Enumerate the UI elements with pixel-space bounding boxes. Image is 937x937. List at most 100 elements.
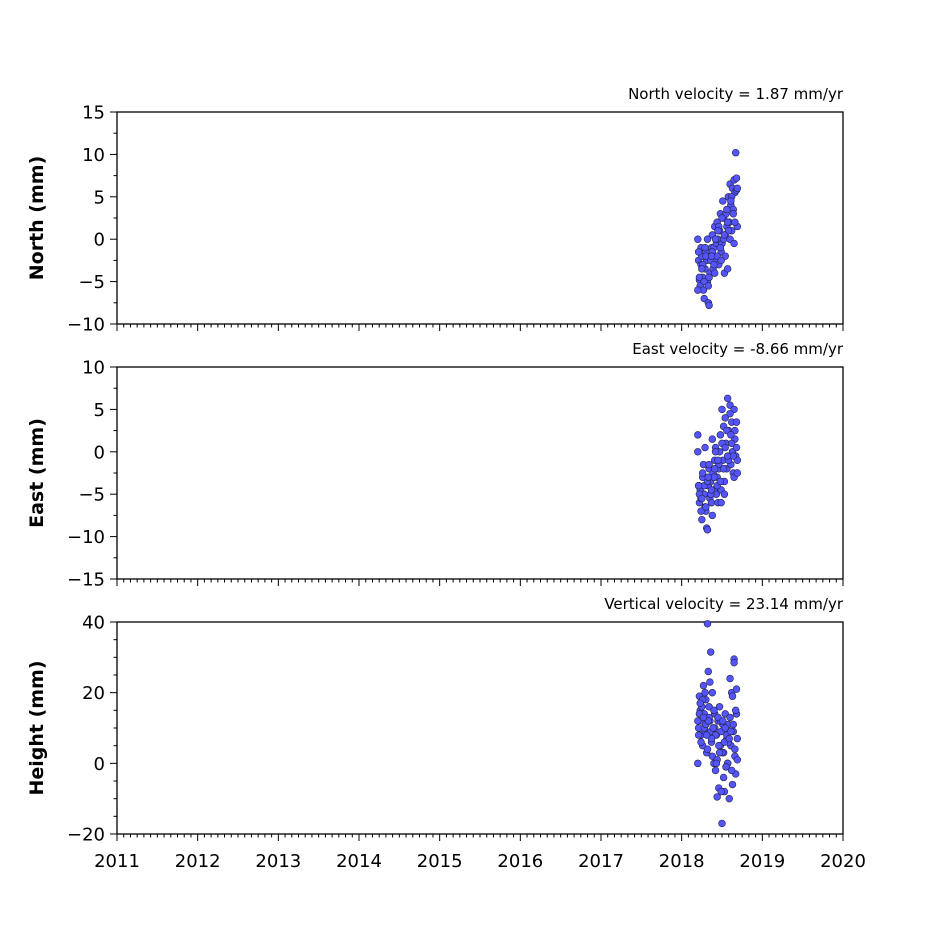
data-point	[732, 174, 741, 182]
data-point	[732, 443, 741, 452]
data-point	[719, 773, 728, 782]
data-point	[713, 793, 721, 801]
data-point	[707, 648, 715, 656]
data-point	[726, 713, 734, 722]
data-point	[711, 448, 720, 456]
data-point	[733, 184, 742, 193]
y-tick-label: −10	[67, 527, 105, 548]
data-point	[703, 620, 712, 628]
x-tick-label: 2020	[820, 851, 866, 872]
data-point	[694, 448, 702, 456]
data-point	[708, 435, 717, 443]
height-axis-label: Height (mm)	[26, 660, 48, 795]
plot-frame	[116, 111, 844, 325]
data-point	[705, 460, 713, 469]
data-point	[709, 724, 717, 732]
data-point	[711, 235, 720, 243]
data-point	[716, 431, 725, 439]
data-point	[727, 439, 736, 448]
north-velocity-label: North velocity = 1.87 mm/yr	[628, 85, 844, 103]
data-point	[694, 248, 703, 256]
data-point	[719, 197, 727, 205]
data-point	[694, 431, 702, 439]
data-point	[728, 780, 737, 789]
data-point	[698, 515, 706, 524]
data-point	[732, 149, 740, 157]
data-point	[718, 405, 726, 414]
y-tick-label: 40	[82, 613, 105, 634]
data-point	[733, 756, 742, 764]
data-point	[733, 469, 742, 477]
y-tick-label: 10	[82, 358, 105, 379]
data-point	[699, 681, 708, 690]
data-point	[706, 678, 714, 686]
y-tick-label: −15	[67, 570, 105, 591]
data-point	[717, 787, 725, 796]
y-tick-label: 0	[94, 754, 105, 775]
x-tick-label: 2015	[417, 851, 463, 872]
data-point	[722, 763, 730, 771]
data-point	[731, 745, 739, 753]
x-tick-label: 2018	[659, 851, 705, 872]
data-point	[727, 766, 736, 775]
data-point	[723, 394, 732, 403]
data-point	[707, 486, 716, 494]
data-point	[714, 227, 722, 235]
data-point	[698, 494, 706, 503]
data-point	[727, 197, 735, 205]
data-point	[694, 235, 702, 243]
data-point	[704, 667, 712, 676]
data-point	[694, 286, 702, 294]
data-point	[717, 256, 725, 265]
data-point	[725, 734, 733, 743]
data-point	[732, 418, 741, 426]
data-point	[715, 741, 723, 750]
data-point	[720, 490, 729, 498]
data-point	[694, 482, 703, 490]
data-point	[728, 692, 737, 700]
east-velocity-label: East velocity = -8.66 mm/yr	[632, 340, 844, 358]
data-point	[702, 731, 711, 739]
data-point	[716, 477, 725, 486]
data-point	[698, 265, 706, 273]
data-point	[697, 738, 705, 746]
data-point	[707, 498, 716, 507]
data-point	[701, 443, 709, 452]
data-point	[715, 703, 724, 711]
y-tick-label: 5	[94, 400, 105, 421]
north-axis-label: North (mm)	[26, 156, 48, 281]
x-tick-label: 2016	[497, 851, 543, 872]
data-point	[732, 706, 740, 715]
y-tick-label: 20	[82, 683, 105, 704]
y-tick-label: −10	[67, 315, 105, 336]
data-point	[702, 503, 710, 511]
data-point	[730, 239, 738, 248]
y-tick-label: 15	[82, 103, 105, 124]
east-axis-label: East (mm)	[26, 418, 48, 528]
data-point	[705, 273, 713, 282]
north-panel: North velocity = 1.87 mm/yr North (mm) −…	[26, 85, 844, 336]
data-point	[701, 688, 709, 697]
data-point	[730, 658, 738, 667]
y-tick-label: −5	[78, 485, 105, 506]
y-tick-label: −20	[67, 825, 105, 846]
data-point	[719, 465, 728, 473]
data-point	[695, 273, 704, 282]
data-point	[723, 265, 732, 273]
data-point	[705, 301, 713, 310]
data-point	[701, 243, 709, 252]
y-tick-label: 0	[94, 230, 105, 251]
data-point	[723, 205, 731, 214]
data-point	[707, 252, 716, 260]
data-point	[698, 469, 707, 477]
x-tick-label: 2014	[336, 851, 382, 872]
x-tick-label: 2017	[578, 851, 624, 872]
y-tick-label: 0	[94, 442, 105, 463]
x-tick-label: 2011	[94, 851, 140, 872]
data-point	[711, 766, 720, 775]
vertical-velocity-label: Vertical velocity = 23.14 mm/yr	[604, 595, 844, 613]
x-tick-label: 2012	[175, 851, 221, 872]
data-point	[721, 414, 729, 422]
data-point	[732, 685, 741, 693]
